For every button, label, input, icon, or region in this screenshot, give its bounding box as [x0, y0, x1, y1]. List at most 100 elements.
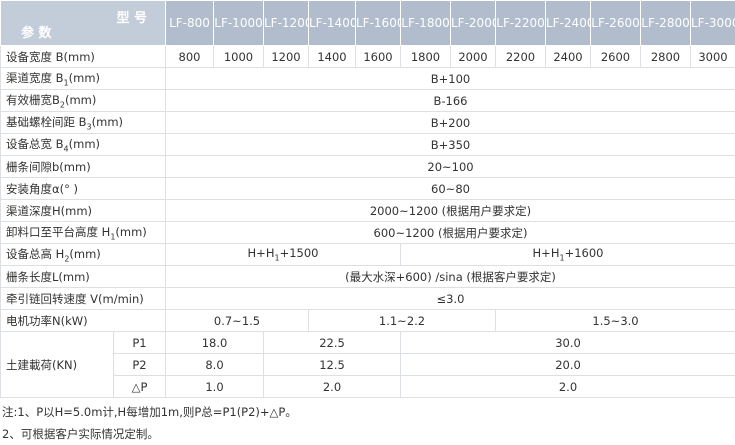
- spec-row: 牵引链回转速度 V(m/min) ≤3.0: [0, 287, 735, 310]
- cell: H+H1+1500: [165, 243, 401, 266]
- model-header: LF-800: [165, 0, 214, 46]
- model-header: LF-2600: [590, 0, 641, 46]
- spec-row: 基础螺栓间距 B3(mm) B+200: [0, 111, 735, 134]
- spec-row: 渠道深度H(mm) 2000~1200 (根据用户要求定): [0, 199, 735, 222]
- cell: 20~100: [165, 155, 735, 178]
- cell: B+350: [165, 133, 735, 156]
- cell: 2.0: [400, 375, 735, 398]
- text-part: (mm): [69, 246, 101, 261]
- subscript: 2: [64, 254, 70, 264]
- note-line: 2、可根据客户实际情况定制。: [2, 427, 159, 441]
- row-label: 牵引链回转速度 V(m/min): [0, 287, 166, 310]
- cell: 0.7~1.5: [165, 309, 309, 332]
- cell: H+H1+1600: [400, 243, 735, 266]
- cell: 1800: [400, 45, 451, 68]
- cell: ≤3.0: [165, 287, 735, 310]
- model-header: LF-1400: [308, 0, 356, 46]
- load-row: △P 1.0 2.0 2.0: [1, 375, 735, 398]
- load-name: P1: [113, 331, 166, 354]
- model-header: LF-2800: [640, 0, 691, 46]
- spec-table: 型 号参 数 LF-800 LF-1000 LF-1200 LF-1400 LF-1600…: [0, 0, 735, 398]
- cell: 2000: [450, 45, 496, 68]
- spec-row: 栅条长度L(mm) (最大水深+600) /sina (根据客户要求定): [0, 265, 735, 288]
- text-part: 设备总高 H: [6, 246, 65, 261]
- cell: B-166: [165, 89, 735, 112]
- load-label: 土建載荷(KN): [0, 331, 114, 398]
- corner-top: 型 号: [116, 11, 147, 26]
- subscript: 3: [86, 122, 92, 132]
- text-part: H+H: [247, 246, 275, 261]
- spec-row: 电机功率N(kW) 0.7~1.5 1.1~2.2 1.5~3.0: [0, 309, 735, 332]
- cell: 2.0: [263, 375, 401, 398]
- row-label: 渠道深度H(mm): [0, 199, 166, 222]
- row-label: 设备总高 H2(mm): [0, 243, 166, 266]
- spec-row: 有效栅宽B2(mm) B-166: [0, 89, 735, 112]
- spec-row: 安装角度α(° ) 60~80: [0, 177, 735, 200]
- text-part: (mm): [68, 70, 101, 85]
- cell: 8.0: [165, 353, 264, 376]
- text-part: 卸料口至平台高度 H: [6, 224, 111, 239]
- cell: (最大水深+600) /sina (根据客户要求定): [165, 265, 735, 288]
- cell: 1200: [263, 45, 309, 68]
- text-part: +1600: [564, 246, 604, 261]
- text-part: +1500: [279, 246, 319, 261]
- cell: 2800: [640, 45, 691, 68]
- text-part: 有效栅宽B: [6, 92, 60, 107]
- cell: 800: [165, 45, 214, 68]
- cell: 1.1~2.2: [308, 309, 496, 332]
- row-label: 栅条间隙b(mm): [0, 155, 166, 178]
- row-label: 安装角度α(° ): [0, 177, 166, 200]
- cell: 1400: [308, 45, 356, 68]
- cell: 2200: [495, 45, 546, 68]
- cell: 1.0: [165, 375, 264, 398]
- model-header: LF-1000: [213, 0, 264, 46]
- spec-row: 设备总高 H2(mm) H+H1+1500 H+H1+1600: [0, 243, 735, 266]
- spec-row: 渠道宽度 B1(mm) B+100: [0, 67, 735, 90]
- load-name: △P: [113, 375, 166, 398]
- header-row: 型 号参 数 LF-800 LF-1000 LF-1200 LF-1400 LF-1600…: [0, 0, 735, 46]
- cell: 3000: [690, 45, 735, 68]
- cell: B+200: [165, 111, 735, 134]
- text-part: 基础螺栓间距 B: [6, 114, 87, 129]
- load-name: P2: [113, 353, 166, 376]
- model-header: LF-1200: [263, 0, 309, 46]
- text-part: H+H: [532, 246, 560, 261]
- spec-row: 设备总宽 B4(mm) B+350: [0, 133, 735, 156]
- subscript: 1: [559, 253, 565, 263]
- spec-row: 设备宽度 B(mm) 800 1000 1200 1400 1600 1800 2000 220…: [0, 45, 735, 68]
- row-label: 设备总宽 B4(mm): [0, 133, 166, 156]
- model-header: LF-2200: [495, 0, 546, 46]
- cell: 600~1200 (根据用户要求定): [165, 221, 735, 244]
- text-part: (mm): [68, 136, 101, 151]
- text-part: (mm): [64, 92, 97, 107]
- model-header: LF-2400: [545, 0, 591, 46]
- cell: 20.0: [400, 353, 735, 376]
- cell: 30.0: [400, 331, 735, 354]
- row-label: 电机功率N(kW): [0, 309, 166, 332]
- text-part: (mm): [115, 224, 147, 239]
- text-part: 设备总宽 B: [6, 136, 64, 151]
- row-label: 渠道宽度 B1(mm): [0, 67, 166, 90]
- cell: 1000: [213, 45, 264, 68]
- model-header: LF-1600: [355, 0, 401, 46]
- cell: B+100: [165, 67, 735, 90]
- text-part: 渠道宽度 B: [6, 70, 64, 85]
- cell: 1600: [355, 45, 401, 68]
- row-label: 栅条长度L(mm): [0, 265, 166, 288]
- cell: 22.5: [263, 331, 401, 354]
- cell: 1.5~3.0: [495, 309, 735, 332]
- corner-bottom: 参 数: [21, 26, 52, 41]
- spec-row: 卸料口至平台高度 H1(mm) 600~1200 (根据用户要求定): [0, 221, 735, 244]
- spec-row: 栅条间隙b(mm) 20~100: [0, 155, 735, 178]
- subscript: 4: [63, 144, 69, 154]
- cell: 2600: [590, 45, 641, 68]
- model-header: LF-2000: [450, 0, 496, 46]
- model-header: LF-3000: [690, 0, 735, 46]
- model-header: LF-1800: [400, 0, 451, 46]
- note-line: 注:1、P以H=5.0m计,H每增加1m,则P总=P1(P2)+△P。: [2, 405, 297, 419]
- cell: 60~80: [165, 177, 735, 200]
- cell: 2400: [545, 45, 591, 68]
- cell: 2000~1200 (根据用户要求定): [165, 199, 735, 222]
- cell: 12.5: [263, 353, 401, 376]
